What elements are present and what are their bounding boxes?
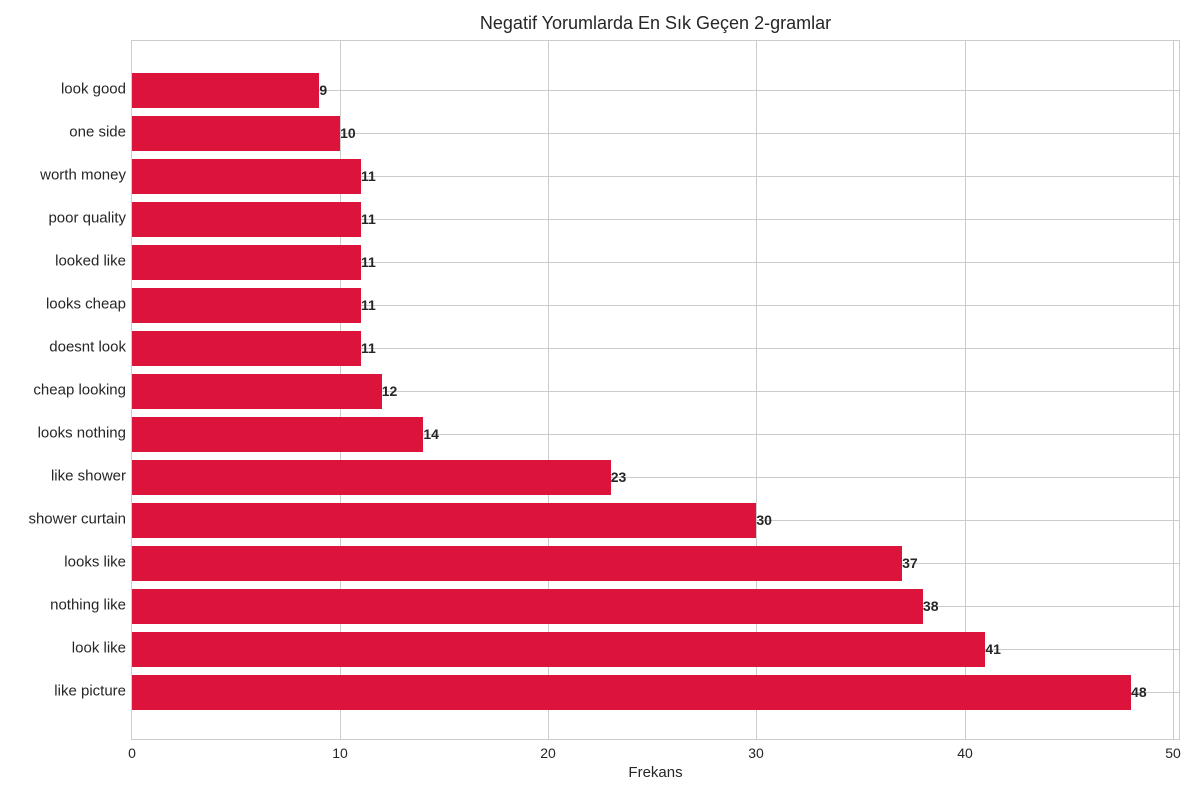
horizontal-gridline	[132, 391, 1179, 392]
y-category-label: poor quality	[48, 209, 126, 227]
y-category-label: look like	[71, 639, 126, 657]
horizontal-gridline	[132, 305, 1179, 306]
y-category-label: shower curtain	[28, 510, 126, 528]
horizontal-gridline	[132, 176, 1179, 177]
bar-value-label: 48	[1131, 684, 1147, 700]
horizontal-gridline	[132, 262, 1179, 263]
bar	[132, 460, 611, 495]
bar	[132, 503, 757, 538]
vertical-gridline	[1173, 41, 1174, 739]
y-category-label: cheap looking	[33, 381, 126, 399]
y-category-label: looked like	[55, 252, 126, 270]
bar	[132, 288, 361, 323]
y-category-label: one side	[69, 123, 126, 141]
x-tick-label: 0	[128, 745, 136, 761]
chart-title: Negatif Yorumlarda En Sık Geçen 2-gramla…	[479, 13, 832, 33]
bar-value-label: 14	[423, 426, 439, 442]
bar-value-label: 11	[360, 168, 376, 184]
bar	[132, 159, 361, 194]
x-tick-label: 10	[332, 745, 348, 761]
horizontal-gridline	[132, 477, 1179, 478]
vertical-gridline	[548, 41, 549, 739]
plot-area: 9 10 11 11 11 11 11 12 14 23 30 37 38 41 48	[131, 40, 1180, 740]
bar-value-label: 11	[360, 297, 376, 313]
bar	[132, 546, 903, 581]
horizontal-gridline	[132, 90, 1179, 91]
bar	[132, 632, 986, 667]
bar	[132, 675, 1132, 710]
y-category-label: looks like	[64, 553, 126, 571]
x-tick-label: 40	[957, 745, 973, 761]
horizontal-gridline	[132, 348, 1179, 349]
y-category-label: looks nothing	[37, 424, 126, 442]
bar	[132, 417, 424, 452]
x-tick-label: 20	[540, 745, 556, 761]
bar-value-label: 11	[360, 254, 376, 270]
y-category-label: nothing like	[50, 596, 126, 614]
bar-value-label: 12	[381, 383, 398, 399]
y-category-label: doesnt look	[49, 338, 126, 356]
bar-value-label: 37	[902, 555, 918, 571]
bar	[132, 202, 361, 237]
bar	[132, 116, 341, 151]
bar-value-label: 11	[360, 211, 376, 227]
bar-value-label: 9	[319, 82, 328, 98]
bar	[132, 245, 361, 280]
y-category-label: like picture	[54, 682, 126, 700]
x-axis-label: Frekans	[628, 764, 683, 781]
vertical-gridline	[756, 41, 757, 739]
vertical-gridline	[965, 41, 966, 739]
bar-value-label: 41	[985, 641, 1001, 657]
bar	[132, 73, 320, 108]
bar-value-label: 11	[360, 340, 376, 356]
bar	[132, 589, 923, 624]
horizontal-gridline	[132, 133, 1179, 134]
x-tick-label: 30	[748, 745, 764, 761]
horizontal-gridline	[132, 219, 1179, 220]
bar-value-label: 10	[340, 125, 356, 141]
bar-value-label: 38	[922, 598, 939, 614]
horizontal-gridline	[132, 434, 1179, 435]
bar	[132, 374, 382, 409]
bar-value-label: 23	[610, 469, 627, 485]
bar	[132, 331, 361, 366]
x-tick-label: 50	[1165, 745, 1181, 761]
bar-value-label: 30	[756, 512, 772, 528]
y-category-label: look good	[60, 80, 126, 98]
y-category-label: worth money	[40, 166, 126, 184]
y-category-label: looks cheap	[45, 295, 126, 313]
y-category-label: like shower	[50, 467, 126, 485]
